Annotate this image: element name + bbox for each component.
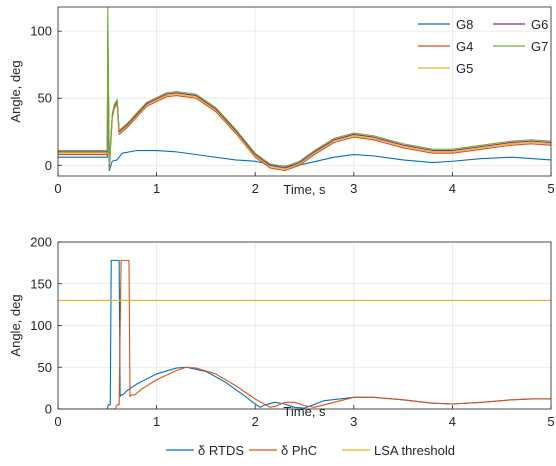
legend-label: G4 — [456, 39, 473, 54]
y-tick-label: 0 — [45, 402, 52, 417]
y-tick-label: 100 — [30, 24, 52, 39]
legend-label: δ PhC — [281, 443, 317, 458]
top-x-axis-label: Time, s — [283, 182, 326, 197]
series-line-rtds — [58, 259, 551, 409]
x-tick-label: 4 — [449, 414, 456, 429]
y-tick-label: 150 — [30, 276, 52, 291]
series-line-phc — [58, 259, 551, 409]
bottom-legend: δ RTDS δ PhC LSA threshold — [166, 443, 455, 458]
x-tick-label: 0 — [54, 181, 61, 196]
y-tick-label: 50 — [38, 91, 52, 106]
y-tick-label: 0 — [45, 158, 52, 173]
legend-label: G6 — [531, 17, 548, 32]
x-tick-label: 1 — [153, 181, 160, 196]
top-grid — [57, 7, 552, 176]
x-tick-label: 5 — [547, 414, 554, 429]
top-axes-frame — [57, 6, 552, 177]
x-tick-label: 4 — [449, 181, 456, 196]
bottom-grid — [57, 241, 552, 410]
series-line-g7 — [58, 7, 551, 168]
legend-label: G5 — [456, 61, 473, 76]
y-tick-label: 50 — [38, 360, 52, 375]
x-tick-label: 2 — [252, 414, 259, 429]
x-tick-label: 3 — [350, 414, 357, 429]
y-tick-label: 100 — [30, 318, 52, 333]
bottom-x-axis-label: Time, s — [283, 404, 326, 419]
legend-label: LSA threshold — [374, 443, 455, 458]
series-line-g4 — [58, 33, 551, 172]
x-tick-label: 1 — [153, 414, 160, 429]
legend-label: G7 — [531, 39, 548, 54]
bottom-y-axis-label: Angle, deg — [8, 294, 23, 356]
top-legend: G8 G6 G4 G7 G5 — [418, 17, 548, 76]
x-tick-label: 3 — [350, 181, 357, 196]
y-tick-label: 200 — [30, 235, 52, 250]
bottom-plot-area — [58, 259, 551, 409]
top-y-axis-label: Angle, deg — [8, 60, 23, 122]
legend-label: G8 — [456, 17, 473, 32]
series-line-g5 — [58, 31, 551, 170]
x-tick-label: 0 — [54, 414, 61, 429]
x-tick-label: 5 — [547, 181, 554, 196]
legend-label: δ RTDS — [198, 443, 244, 458]
top-plot-area — [58, 7, 551, 172]
x-tick-label: 2 — [252, 181, 259, 196]
series-line-g6 — [58, 30, 551, 169]
